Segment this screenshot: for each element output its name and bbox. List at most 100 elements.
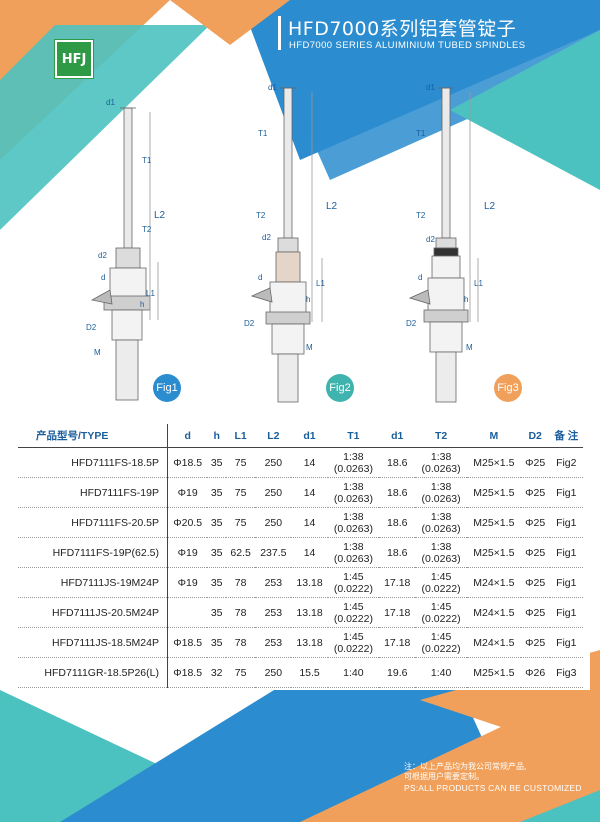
table-row: HFD7111GR-18.5P26(L) Φ18.5 32 75 250 15.5 1:40… <box>18 657 583 688</box>
fig3-m-label: M <box>466 343 473 352</box>
table-cell: Φ25 <box>520 627 550 658</box>
table-cell: HFD7111JS-18.5M24P <box>18 627 168 658</box>
fig2-t2-label: T2 <box>256 211 266 220</box>
column-header: d1 <box>379 424 416 448</box>
table-cell: 1:45 (0.0222) <box>327 567 380 598</box>
fig1-h-label: h <box>140 300 144 309</box>
table-cell: M25×1.5 <box>466 477 521 508</box>
table-row: HFD7111FS-20.5P Φ20.5 35 75 250 14 1:38 (0.0263… <box>18 507 583 538</box>
table-cell: M24×1.5 <box>466 597 521 628</box>
table-cell: 17.18 <box>379 627 416 658</box>
spindle-drawings: d1 T1 L2 T2 d2 d L1 h D2 M d1 T1 L2 T2 d… <box>86 83 496 403</box>
table-cell: Φ25 <box>520 447 550 478</box>
column-header: D2 <box>520 424 550 448</box>
table-cell: 17.18 <box>379 597 416 628</box>
table-cell: HFD7111FS-19P <box>18 477 168 508</box>
fig2-d-label: d <box>258 273 262 282</box>
table-cell: Φ25 <box>520 597 550 628</box>
footnote-cn-line1: 注：以上产品均为我公司常规产品, <box>404 762 527 771</box>
table-cell: 250 <box>255 477 292 508</box>
table-cell: 75 <box>226 507 256 538</box>
fig1-d-label: d <box>101 273 105 282</box>
table-cell: 250 <box>255 447 292 478</box>
fig2-d1-label: d1 <box>268 83 277 92</box>
footnote-cn: 注：以上产品均为我公司常规产品, 可根据用户需要定制。 <box>404 762 527 782</box>
title-divider <box>278 16 281 50</box>
table-cell: Fig1 <box>549 507 583 538</box>
table-cell: 1:38 (0.0263) <box>327 477 380 508</box>
fig3-h-label: h <box>464 295 468 304</box>
table-cell: 15.5 <box>291 657 328 688</box>
table-cell: Fig1 <box>549 567 583 598</box>
table-cell: 1:38 (0.0263) <box>415 477 467 508</box>
table-cell: Φ25 <box>520 537 550 568</box>
table-cell: 75 <box>226 477 256 508</box>
page-title: HFD7000系列铝套管锭子 <box>288 18 517 40</box>
table-cell: HFD7111FS-20.5P <box>18 507 168 538</box>
table-cell: Φ18.5 <box>167 657 208 688</box>
table-cell: 35 <box>207 537 227 568</box>
table-cell: 237.5 <box>255 537 292 568</box>
fig3-t2-label: T2 <box>416 211 426 220</box>
table-cell: Fig1 <box>549 477 583 508</box>
table-cell: Φ25 <box>520 567 550 598</box>
fig1-l2-label: L2 <box>154 210 166 221</box>
table-row: HFD7111JS-19M24P Φ19 35 78 253 13.18 1:45 (0.02… <box>18 567 583 598</box>
table-cell: 1:38 (0.0263) <box>327 537 380 568</box>
table-cell: 13.18 <box>291 597 328 628</box>
table-cell: 18.6 <box>379 447 416 478</box>
fig2-D2-label: D2 <box>244 319 255 328</box>
column-header: L1 <box>226 424 256 448</box>
column-header: d <box>167 424 208 448</box>
table-cell: 19.6 <box>379 657 416 688</box>
table-cell: Fig1 <box>549 537 583 568</box>
table-cell: Φ19 <box>167 477 208 508</box>
table-cell: Φ25 <box>520 477 550 508</box>
spec-table: 产品型号/TYPE d h L1 L2 d1 T1 d1 T2 M D2 备 注 HFD7111FS-… <box>18 424 583 688</box>
fig1-l1-label: L1 <box>146 289 155 298</box>
fig2-l2-label: L2 <box>326 201 338 212</box>
fig2-d2-label: d2 <box>262 233 271 242</box>
fig3-d1-label: d1 <box>426 83 435 92</box>
table-row: HFD7111JS-20.5M24P 35 78 253 13.18 1:45 (0.022… <box>18 597 583 628</box>
column-header: 备 注 <box>549 424 583 448</box>
table-cell: M24×1.5 <box>466 567 521 598</box>
table-cell: 13.18 <box>291 627 328 658</box>
table-cell: 250 <box>255 507 292 538</box>
table-cell: 253 <box>255 567 292 598</box>
table-cell: 75 <box>226 657 256 688</box>
table-cell: Fig1 <box>549 597 583 628</box>
table-cell: 35 <box>207 507 227 538</box>
table-cell: 1:40 <box>327 657 380 688</box>
fig3-d-label: d <box>418 273 422 282</box>
table-cell: HFD7111FS-18.5P <box>18 447 168 478</box>
page-subtitle: HFD7000 SERIES ALUIMINIUM TUBED SPINDLES <box>289 40 526 51</box>
column-header: 产品型号/TYPE <box>18 424 168 448</box>
table-cell: 78 <box>226 597 256 628</box>
table-cell: 1:45 (0.0222) <box>415 567 467 598</box>
table-cell: 1:38 (0.0263) <box>415 537 467 568</box>
table-cell: 18.6 <box>379 507 416 538</box>
column-header: T1 <box>327 424 380 448</box>
table-cell: Φ18.5 <box>167 627 208 658</box>
table-cell: HFD7111GR-18.5P26(L) <box>18 657 168 688</box>
fig3-l2-label: L2 <box>484 201 496 212</box>
footnote-en: PS:ALL PRODUCTS CAN BE CUSTOMIZED <box>404 783 582 793</box>
table-cell: Φ19 <box>167 537 208 568</box>
table-cell: 18.6 <box>379 537 416 568</box>
fig2-t1-label: T1 <box>258 129 268 138</box>
table-cell: 35 <box>207 477 227 508</box>
fig2-l1-label: L1 <box>316 279 325 288</box>
table-cell: 253 <box>255 597 292 628</box>
table-cell: 253 <box>255 627 292 658</box>
table-cell: 35 <box>207 567 227 598</box>
table-body: HFD7111FS-18.5P Φ18.5 35 75 250 14 1:38 (0.0263… <box>18 447 583 688</box>
table-cell: 1:45 (0.0222) <box>415 627 467 658</box>
table-row: HFD7111JS-18.5M24P Φ18.5 35 78 253 13.18 1:45(… <box>18 627 583 658</box>
footnote-cn-line2: 可根据用户需要定制。 <box>404 772 484 781</box>
table-cell: Fig2 <box>549 447 583 478</box>
table-cell: 17.18 <box>379 567 416 598</box>
column-header: T2 <box>415 424 467 448</box>
table-cell: 35 <box>207 597 227 628</box>
table-row: HFD7111FS-19P Φ19 35 75 250 14 1:38 (0.0263) 18.… <box>18 477 583 508</box>
